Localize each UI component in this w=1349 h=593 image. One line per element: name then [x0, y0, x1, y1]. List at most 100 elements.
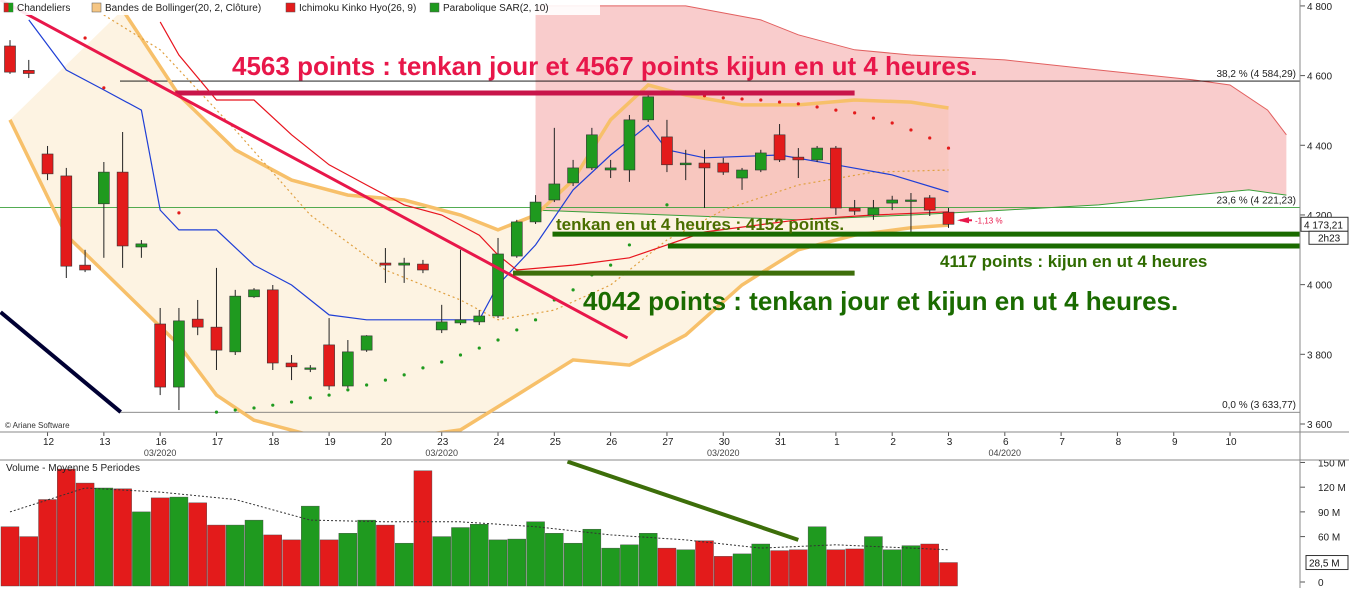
volume-bar [19, 536, 38, 587]
candle-body [529, 201, 542, 223]
volume-bar [244, 519, 264, 587]
volume-bar [38, 499, 57, 587]
volume-bar [526, 521, 545, 587]
sar-dot [609, 263, 613, 267]
sar-dot [871, 116, 876, 120]
volume-bar [113, 488, 132, 587]
candle-body [135, 243, 148, 248]
candle-body [79, 264, 91, 271]
volume-bar [714, 556, 733, 587]
candle-body [266, 289, 279, 364]
price-panel: 38,2 % (4 584,29) 23,6 % (4 221,23) 0,0 % … [0, 0, 1300, 432]
candle-body [717, 162, 730, 173]
candle-body [41, 153, 54, 175]
candle-body [173, 320, 185, 388]
volume-bar [338, 533, 358, 587]
volume-bar [488, 539, 508, 587]
y-tick-label: 150 M [1318, 458, 1346, 469]
month-label: 03/2020 [425, 448, 458, 458]
volume-bar [901, 545, 921, 587]
candle-body [867, 207, 880, 216]
volume-bar [695, 540, 714, 587]
volume-bar [620, 544, 639, 587]
change-label: -1,13 % [975, 216, 1003, 225]
volume-bar [319, 539, 339, 587]
y-tick-label: 4 800 [1307, 2, 1332, 13]
sar-dot [571, 288, 575, 292]
volume-bar [563, 542, 583, 587]
candle-body [567, 167, 579, 184]
volume-bar [732, 553, 752, 587]
candle-body [285, 362, 298, 368]
y-tick-label: 120 M [1318, 483, 1346, 494]
fib-label: 23,6 % (4 221,23) [1217, 196, 1297, 207]
legend-label: Bandes de Bollinger(20, 2, Clôture) [105, 3, 261, 14]
sar-dot [252, 406, 256, 410]
sar-dot [102, 86, 106, 90]
candle-body [886, 199, 898, 204]
timer-label: 2h23 [1318, 233, 1341, 244]
y-tick-label: 3 600 [1307, 420, 1332, 431]
candle-body [304, 367, 317, 370]
candle-body [604, 167, 617, 171]
volume-bar [169, 496, 189, 587]
volume-bar [132, 511, 151, 587]
candle-body [623, 119, 636, 171]
last-price-label: 4 173,21 [1304, 220, 1343, 231]
legend-label: Parabolique SAR(2, 10) [443, 3, 549, 14]
volume-bar [188, 502, 207, 587]
volume-bar [864, 536, 883, 587]
sar-dot [440, 360, 444, 364]
volume-bar [676, 549, 695, 587]
sar-dot [496, 338, 500, 342]
candle-body [586, 134, 598, 169]
candle-body [679, 162, 692, 166]
y-tick-label: 90 M [1318, 508, 1340, 519]
sar-dot [665, 203, 669, 207]
candle-body [98, 171, 110, 205]
volume-bar [507, 538, 526, 587]
candle-body [942, 211, 955, 225]
cloud-span-b [535, 5, 1287, 136]
volume-bar [845, 548, 864, 587]
sar-dot [383, 378, 387, 382]
volume-bar [545, 533, 564, 587]
sar-dot [477, 346, 481, 350]
x-tick-label: 26 [606, 437, 618, 448]
y-tick-label: 0 [1318, 578, 1324, 588]
candle-body [417, 263, 429, 271]
fib-label: 38,2 % (4 584,29) [1217, 69, 1297, 80]
x-tick-label: 17 [212, 437, 224, 448]
candle-body [754, 152, 767, 171]
volume-bar [826, 549, 846, 587]
y-tick-label: 4 200 [1307, 211, 1332, 222]
x-tick-label: 8 [1116, 437, 1122, 448]
volume-bar [789, 549, 808, 587]
y-tick-label: 4 000 [1307, 281, 1332, 292]
candle-body [642, 96, 654, 121]
sar-dot [83, 36, 87, 40]
volume-bar [638, 533, 658, 587]
volume-bar [394, 542, 414, 587]
candle-body [905, 199, 917, 202]
volume-bar [263, 534, 282, 587]
trendline [0, 310, 122, 414]
last-volume-box [1305, 555, 1349, 571]
trendline [566, 460, 799, 542]
sar-dot [946, 146, 951, 150]
volume-bar [939, 562, 958, 587]
volume-bar [413, 470, 433, 587]
candle-body [435, 321, 448, 331]
sar-dot [402, 373, 406, 377]
x-tick-label: 9 [1172, 437, 1178, 448]
candle-body [22, 70, 35, 74]
candle-body [248, 289, 260, 298]
x-tick-label: 30 [719, 437, 731, 448]
volume-bar [920, 543, 939, 587]
sar-dot [777, 100, 782, 104]
candle-body [811, 147, 823, 161]
candle-body [773, 134, 786, 161]
annotation: 4563 points : tenkan jour et 4567 points… [232, 51, 978, 81]
candle-body [548, 183, 561, 201]
